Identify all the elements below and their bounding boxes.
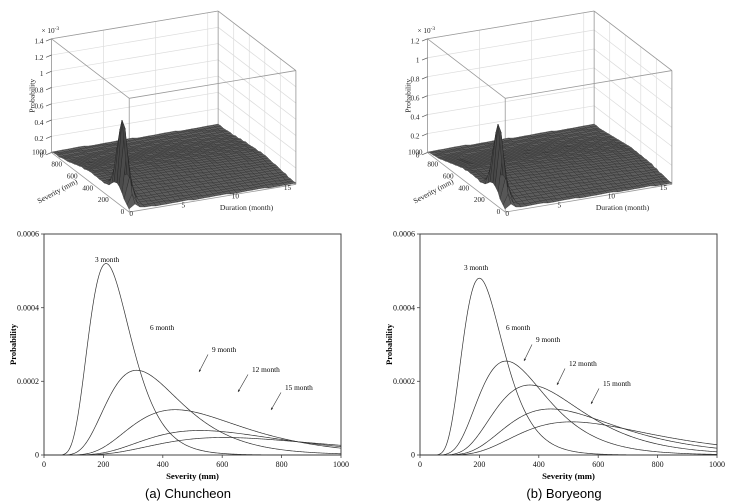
svg-text:200: 200 (474, 196, 485, 204)
svg-text:12 month: 12 month (252, 365, 280, 374)
svg-text:12 month: 12 month (569, 359, 597, 368)
svg-text:Severity (mm): Severity (mm) (542, 471, 595, 481)
svg-text:0.2: 0.2 (35, 135, 44, 143)
svg-text:× 10-3: × 10-3 (42, 26, 60, 35)
svg-text:600: 600 (216, 460, 228, 469)
svg-text:Probability: Probability (28, 79, 37, 113)
svg-text:800: 800 (276, 460, 288, 469)
svg-text:0.0004: 0.0004 (393, 303, 415, 312)
svg-text:× 10-3: × 10-3 (418, 26, 436, 35)
svg-text:1.2: 1.2 (35, 54, 44, 62)
svg-text:1000: 1000 (32, 149, 47, 157)
svg-text:15 month: 15 month (285, 383, 313, 392)
svg-text:0: 0 (121, 208, 125, 216)
svg-text:1: 1 (416, 57, 420, 65)
svg-text:0.0004: 0.0004 (17, 303, 39, 312)
svg-text:800: 800 (652, 460, 664, 469)
svg-text:0: 0 (497, 208, 501, 216)
svg-text:Severity (mm): Severity (mm) (412, 177, 456, 206)
svg-text:200: 200 (98, 196, 109, 204)
svg-text:6 month: 6 month (506, 323, 530, 332)
svg-text:0: 0 (35, 451, 39, 460)
svg-text:0: 0 (42, 460, 46, 469)
svg-text:15: 15 (284, 184, 292, 192)
svg-text:0.0002: 0.0002 (17, 377, 39, 386)
svg-text:200: 200 (97, 460, 109, 469)
svg-text:1000: 1000 (408, 149, 423, 157)
svg-text:1000: 1000 (709, 460, 725, 469)
svg-text:200: 200 (473, 460, 485, 469)
svg-text:0.0006: 0.0006 (393, 230, 415, 239)
svg-text:Severity (mm): Severity (mm) (166, 471, 219, 481)
svg-text:0: 0 (505, 210, 509, 218)
svg-text:1000: 1000 (333, 460, 349, 469)
svg-text:15 month: 15 month (603, 379, 631, 388)
svg-text:400: 400 (82, 184, 93, 192)
svg-text:Probability: Probability (8, 323, 18, 365)
svg-text:1: 1 (40, 70, 44, 78)
svg-text:5: 5 (182, 201, 186, 209)
svg-text:10: 10 (232, 193, 240, 201)
svg-text:0.0002: 0.0002 (393, 377, 415, 386)
svg-text:Duration (month): Duration (month) (220, 203, 274, 212)
svg-text:0: 0 (418, 460, 422, 469)
svg-text:0.0006: 0.0006 (17, 230, 39, 239)
svg-text:1.2: 1.2 (411, 38, 420, 46)
svg-text:400: 400 (157, 460, 169, 469)
svg-text:10: 10 (608, 193, 616, 201)
svg-text:6 month: 6 month (150, 323, 174, 332)
svg-text:9 month: 9 month (212, 345, 236, 354)
svg-text:400: 400 (533, 460, 545, 469)
svg-text:3 month: 3 month (95, 255, 119, 264)
svg-text:Probability: Probability (404, 79, 413, 113)
svg-text:3 month: 3 month (464, 263, 488, 272)
svg-text:0: 0 (411, 451, 415, 460)
svg-text:15: 15 (660, 184, 668, 192)
svg-text:Severity (mm): Severity (mm) (36, 177, 80, 206)
svg-text:5: 5 (558, 201, 562, 209)
svg-text:0.4: 0.4 (411, 114, 420, 122)
svg-text:0: 0 (129, 210, 133, 218)
svg-text:0.4: 0.4 (35, 119, 44, 127)
svg-text:0.2: 0.2 (411, 133, 420, 141)
svg-text:400: 400 (458, 184, 469, 192)
svg-text:1.4: 1.4 (35, 38, 44, 46)
svg-text:800: 800 (51, 160, 62, 168)
svg-text:800: 800 (427, 160, 438, 168)
svg-text:600: 600 (592, 460, 604, 469)
svg-text:Duration (month): Duration (month) (596, 203, 650, 212)
svg-text:9 month: 9 month (536, 335, 560, 344)
svg-text:Probability: Probability (384, 323, 394, 365)
